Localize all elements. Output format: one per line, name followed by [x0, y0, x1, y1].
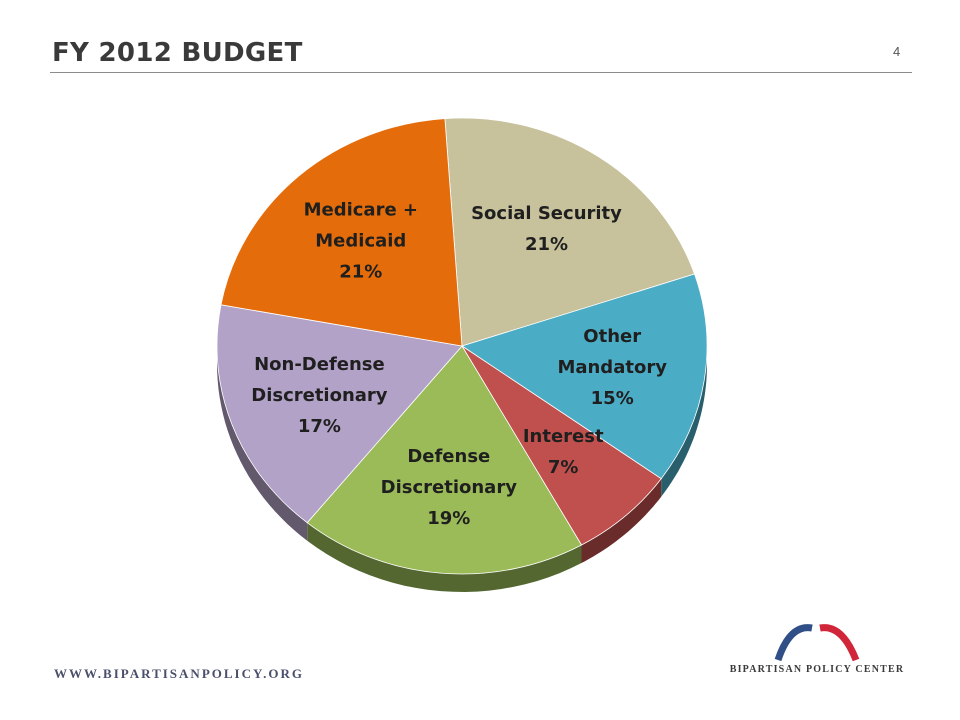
slice-label-line: Medicaid	[315, 231, 406, 252]
slice-label-line: Mandatory	[557, 357, 667, 378]
slice-label-line: Discretionary	[251, 385, 388, 406]
pie-slice-other-mandatory	[461, 273, 708, 480]
pie-slice-defense-discretionary	[306, 345, 583, 575]
slice-label-line: 7%	[548, 457, 579, 478]
slice-label-interest: Interest 7%	[523, 426, 604, 478]
slice-label-line: 19%	[427, 508, 470, 529]
slice-label-line: Social Security	[471, 203, 622, 224]
slice-label-line: 17%	[298, 416, 341, 437]
logo-blue-arch	[774, 624, 813, 662]
slice-label-line: Interest	[523, 426, 604, 447]
slice-label-line: 21%	[339, 262, 382, 283]
slice-label-line: Other	[583, 326, 641, 347]
pie-slice-medicare-medicaid	[220, 118, 463, 347]
page-title: FY 2012 BUDGET	[52, 38, 303, 68]
title-divider	[50, 72, 912, 73]
logo-text: BIPARTISAN POLICY CENTER	[729, 664, 905, 675]
pie-slice-non-defense-discretionary	[216, 304, 463, 524]
logo-arches-icon	[774, 624, 860, 662]
slice-label-line: 21%	[525, 234, 568, 255]
page-number: 4	[893, 44, 901, 59]
bipartisan-policy-center-logo: BIPARTISAN POLICY CENTER	[722, 622, 912, 682]
pie-wall-other-mandatory	[661, 346, 707, 497]
slice-label-line: Defense	[407, 446, 490, 467]
slice-label-social-security: Social Security 21%	[471, 203, 622, 255]
pie-depth-walls	[217, 346, 707, 592]
slice-label-line: Medicare +	[304, 200, 418, 221]
slice-label-non-defense-discretionary: Non-Defense Discretionary 17%	[251, 354, 388, 437]
slice-label-other-mandatory: Other Mandatory 15%	[557, 326, 667, 409]
slice-label-line: Discretionary	[381, 477, 518, 498]
pie-wall-non-defense-discretionary	[217, 346, 308, 541]
slice-label-line: 15%	[591, 388, 634, 409]
slice-label-medicare-medicaid: Medicare + Medicaid 21%	[304, 200, 418, 283]
pie-wall-interest	[581, 478, 662, 563]
slice-label-line: Non-Defense	[254, 354, 385, 375]
pie-slice-social-security	[444, 117, 696, 347]
pie-wall-defense-discretionary	[307, 522, 582, 592]
footer-url[interactable]: WWW.BIPARTISANPOLICY.ORG	[54, 666, 305, 681]
slice-label-defense-discretionary: Defense Discretionary 19%	[381, 446, 518, 529]
logo-red-arch	[819, 624, 860, 662]
pie-slice-interest	[461, 345, 662, 546]
